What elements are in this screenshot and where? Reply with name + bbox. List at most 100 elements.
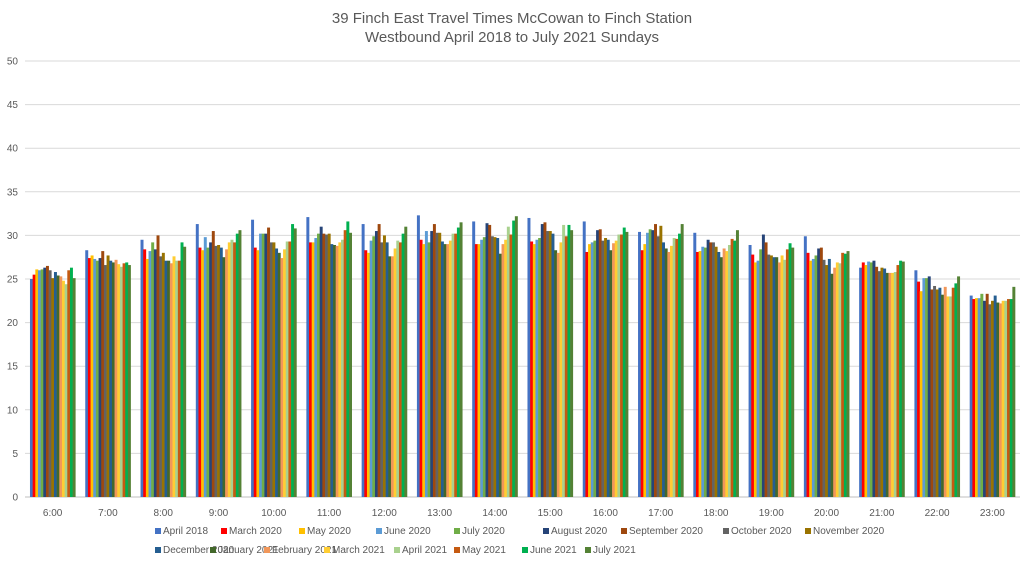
bar xyxy=(646,232,649,497)
bar xyxy=(440,241,444,497)
bar xyxy=(474,244,478,497)
bar xyxy=(106,255,110,497)
bar xyxy=(606,239,610,497)
legend-label: February 2021 xyxy=(272,545,337,556)
bar xyxy=(164,260,168,497)
bar xyxy=(219,247,223,497)
bar xyxy=(37,270,41,497)
bar xyxy=(901,261,905,497)
bar xyxy=(335,245,339,497)
bar xyxy=(698,251,702,497)
bar xyxy=(314,238,318,498)
bar xyxy=(59,276,63,497)
bar xyxy=(538,238,542,498)
bar xyxy=(40,269,44,497)
y-tick-label: 25 xyxy=(7,275,19,286)
bar xyxy=(753,262,757,497)
x-tick-label: 11:00 xyxy=(317,508,342,519)
bar xyxy=(593,240,597,497)
bar xyxy=(125,262,129,497)
gridlines xyxy=(25,60,1020,498)
bar xyxy=(841,252,845,497)
bar xyxy=(438,232,442,497)
bar xyxy=(598,229,602,497)
bar xyxy=(235,233,239,497)
bar xyxy=(53,272,57,497)
bar xyxy=(996,302,1000,497)
x-tick-label: 13:00 xyxy=(427,508,452,519)
bar xyxy=(153,249,157,497)
bar xyxy=(935,289,939,497)
bar xyxy=(672,238,676,498)
bar xyxy=(988,304,992,497)
y-tick-label: 20 xyxy=(7,318,19,329)
bar xyxy=(554,250,558,497)
bar xyxy=(814,255,818,497)
bar xyxy=(390,256,394,497)
bar xyxy=(535,239,539,497)
bar xyxy=(67,270,71,497)
legend-item: February 2021 xyxy=(264,545,337,556)
bar xyxy=(957,276,961,497)
y-tick-label: 10 xyxy=(7,405,19,416)
legend-swatch xyxy=(522,547,528,553)
bar xyxy=(127,265,131,497)
bar xyxy=(404,226,408,497)
bar xyxy=(306,217,310,497)
bar xyxy=(1004,300,1008,497)
bar xyxy=(772,257,776,497)
bar xyxy=(985,293,989,497)
bar xyxy=(701,246,705,497)
bar xyxy=(638,231,641,498)
bar xyxy=(709,242,713,497)
bar xyxy=(382,235,386,497)
bar xyxy=(490,236,494,497)
bar xyxy=(446,244,450,497)
legend-item: November 2020 xyxy=(805,526,885,537)
legend-label: July 2020 xyxy=(462,526,505,537)
bar xyxy=(546,231,550,498)
bar xyxy=(443,244,447,497)
bar xyxy=(596,230,600,497)
legend-label: October 2020 xyxy=(731,526,792,537)
bar xyxy=(167,260,171,497)
bar xyxy=(372,236,376,497)
bar xyxy=(943,286,947,497)
bar xyxy=(430,231,434,498)
y-tick-label: 30 xyxy=(7,231,19,242)
bar xyxy=(761,234,765,497)
bar xyxy=(498,253,502,497)
bar xyxy=(327,233,331,497)
bar xyxy=(991,300,994,497)
legend-swatch xyxy=(210,547,216,553)
bar xyxy=(791,247,795,497)
legend-swatch xyxy=(454,528,460,534)
legend-label: August 2020 xyxy=(551,526,608,537)
bar xyxy=(35,269,39,497)
legend-item: April 2021 xyxy=(394,545,447,556)
bar xyxy=(717,251,721,497)
bar xyxy=(785,249,789,497)
legend-item: May 2020 xyxy=(299,526,351,537)
bar xyxy=(891,272,895,497)
bar xyxy=(617,234,621,497)
x-tick-label: 6:00 xyxy=(43,508,63,519)
bar xyxy=(349,232,352,497)
bar xyxy=(693,232,697,497)
x-tick-label: 10:00 xyxy=(261,508,286,519)
bar xyxy=(769,255,773,497)
legend-item: July 2021 xyxy=(585,545,636,556)
bar xyxy=(225,249,229,497)
bar xyxy=(456,227,460,497)
bar xyxy=(925,278,929,497)
legend-swatch xyxy=(805,528,811,534)
bar xyxy=(767,254,771,497)
bar xyxy=(825,265,829,497)
bar xyxy=(230,239,234,497)
bar xyxy=(817,248,821,497)
x-tick-label: 20:00 xyxy=(814,508,839,519)
bar xyxy=(496,238,500,498)
bar xyxy=(169,263,173,497)
bar xyxy=(253,247,257,497)
legend-swatch xyxy=(221,528,227,534)
